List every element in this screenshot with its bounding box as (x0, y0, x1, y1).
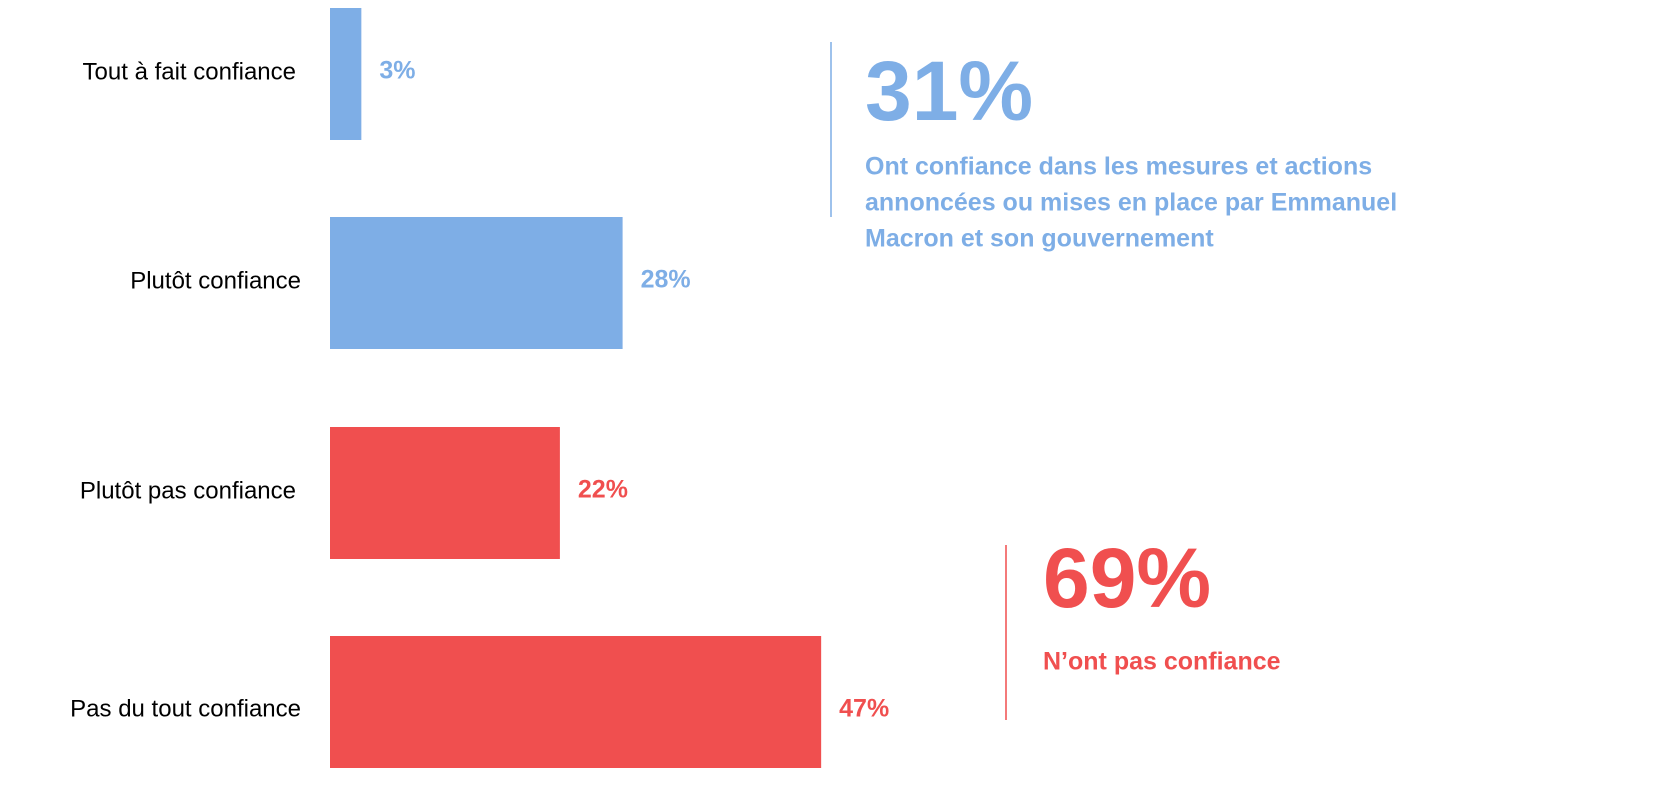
value-label: 22% (578, 476, 628, 504)
annotation-text: Macron et son gouvernement (865, 225, 1214, 253)
annotation-value: 31% (865, 44, 1033, 138)
category-label: Plutôt confiance (130, 267, 301, 294)
value-label: 47% (839, 695, 889, 723)
value-label: 3% (379, 57, 415, 85)
category-label: Plutôt pas confiance (80, 477, 296, 504)
bar (330, 636, 822, 768)
annotation-text: N’ont pas confiance (1043, 648, 1281, 676)
annotation-value: 69% (1043, 531, 1211, 625)
annotation-text: annoncées ou mises en place par Emmanuel (865, 189, 1397, 217)
bar (330, 427, 560, 559)
bar (330, 8, 362, 140)
bar (330, 217, 623, 349)
annotation-text: Ont confiance dans les mesures et action… (865, 153, 1372, 181)
category-label: Tout à fait confiance (83, 58, 296, 85)
value-label: 28% (641, 266, 691, 294)
category-label: Pas du tout confiance (70, 695, 301, 722)
